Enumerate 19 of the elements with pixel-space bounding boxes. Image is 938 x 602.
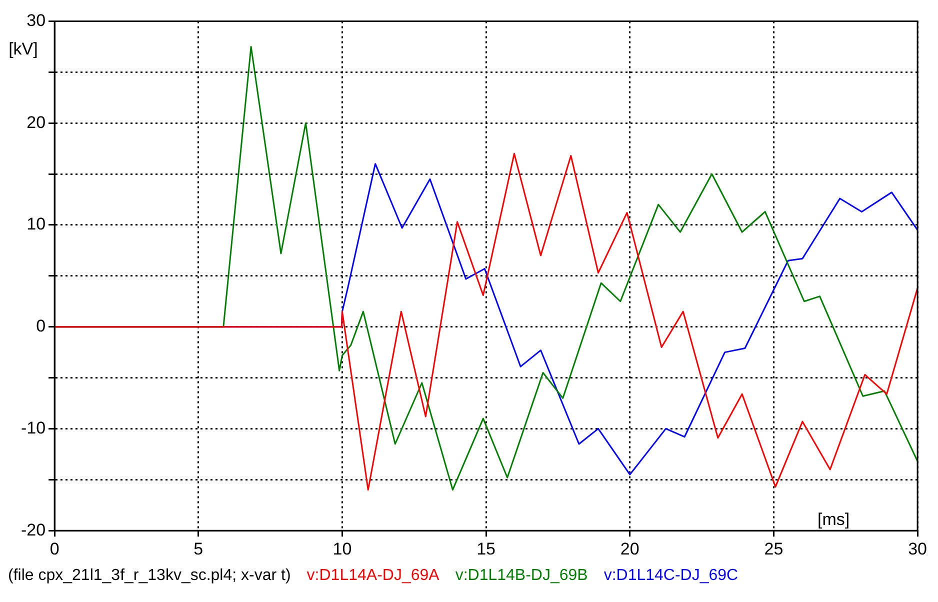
x-tick-label: 0 — [50, 539, 60, 558]
y-tick-label: 0 — [36, 316, 46, 336]
x-tick-label: 25 — [764, 539, 784, 558]
x-tick-label: 30 — [908, 539, 928, 558]
text: v:D1L14C-DJ_69C — [604, 567, 738, 584]
y-tick-label: -10 — [20, 418, 46, 438]
y-axis-title: [kV] — [8, 39, 38, 58]
y-tick-label: 10 — [26, 214, 46, 234]
text: v:D1L14B-DJ_69B — [455, 567, 588, 584]
x-tick-label: 5 — [194, 539, 204, 558]
y-tick-label: 30 — [26, 10, 46, 30]
text: v:D1L14A-DJ_69A — [306, 567, 440, 584]
x-tick-label: 15 — [476, 539, 496, 558]
x-tick-label: 10 — [332, 539, 352, 558]
x-tick-label: 20 — [620, 539, 640, 558]
y-tick-label: -20 — [20, 520, 46, 540]
x-axis-title: [ms] — [818, 510, 850, 529]
text: (file cpx_21l1_3f_r_13kv_sc.pl4; x-var t) — [8, 567, 291, 584]
y-tick-label: 20 — [26, 112, 46, 132]
